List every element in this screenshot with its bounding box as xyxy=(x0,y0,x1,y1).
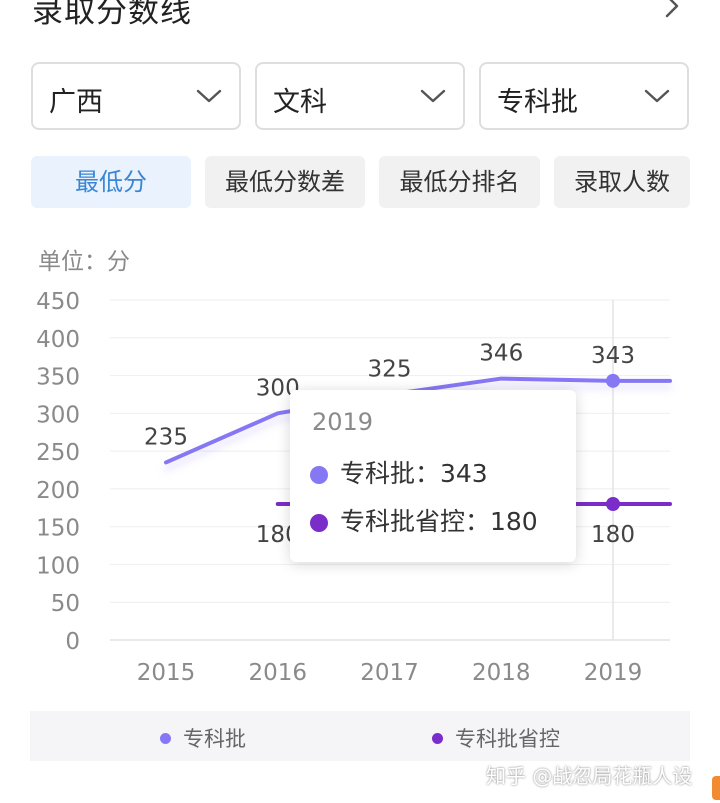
page-title: 录取分数线 xyxy=(32,0,192,30)
y-tick-label: 300 xyxy=(36,402,80,428)
province-select-label: 广西 xyxy=(49,87,103,118)
header: 录取分数线 xyxy=(0,0,720,36)
x-tick-label: 2017 xyxy=(360,660,419,686)
y-tick-label: 200 xyxy=(36,478,80,504)
x-tick-label: 2018 xyxy=(472,660,531,686)
floating-edge-tab[interactable] xyxy=(712,776,720,800)
tooltip-title: 2019 xyxy=(312,408,374,436)
unit-label: 单位：分 xyxy=(38,249,130,275)
y-tick-label: 0 xyxy=(65,629,80,655)
y-tick-label: 50 xyxy=(51,591,80,617)
tab-min-score-diff[interactable]: 最低分数差 xyxy=(205,156,365,208)
data-label: 343 xyxy=(591,343,635,369)
tooltip-row-label: 专科批省控：180 xyxy=(340,507,538,536)
data-point-marker xyxy=(606,497,620,511)
series-dot-icon xyxy=(310,466,328,484)
chart-legend: 专科批 专科批省控 xyxy=(30,711,690,761)
tab-min-score-rank[interactable]: 最低分排名 xyxy=(379,156,540,208)
x-tick-label: 2016 xyxy=(248,660,307,686)
chart-tooltip: 2019 专科批：343 专科批省控：180 xyxy=(290,390,576,562)
x-tick-label: 2015 xyxy=(137,660,196,686)
chevron-down-icon xyxy=(420,89,446,103)
tooltip-row: 专科批：343 xyxy=(310,454,488,490)
x-tick-label: 2019 xyxy=(584,660,643,686)
data-label: 235 xyxy=(144,424,188,450)
y-tick-label: 450 xyxy=(36,289,80,315)
legend-item-series1[interactable]: 专科批 xyxy=(160,723,246,753)
batch-select-label: 专科批 xyxy=(497,87,578,118)
chevron-down-icon xyxy=(644,89,670,103)
y-tick-label: 150 xyxy=(36,516,80,542)
watermark: 知乎 @战忽局花瓶人设 xyxy=(486,764,693,788)
y-tick-label: 400 xyxy=(36,327,80,353)
legend-item-series2[interactable]: 专科批省控 xyxy=(432,723,560,753)
chevron-down-icon xyxy=(196,89,222,103)
tab-admission-count[interactable]: 录取人数 xyxy=(554,156,690,208)
data-point-marker xyxy=(606,373,620,388)
y-tick-label: 350 xyxy=(36,365,80,391)
y-tick-label: 100 xyxy=(36,553,80,579)
legend-label: 专科批 xyxy=(183,727,246,751)
subject-select-label: 文科 xyxy=(273,87,327,118)
tooltip-row: 专科批省控：180 xyxy=(310,502,538,538)
batch-select[interactable]: 专科批 xyxy=(479,62,689,130)
province-select[interactable]: 广西 xyxy=(31,62,241,130)
data-label: 325 xyxy=(368,356,412,382)
legend-label: 专科批省控 xyxy=(455,727,560,751)
y-tick-label: 250 xyxy=(36,440,80,466)
series-dot-icon xyxy=(310,514,328,532)
data-label: 180 xyxy=(591,522,635,548)
tab-min-score[interactable]: 最低分 xyxy=(31,156,191,208)
chevron-right-icon[interactable] xyxy=(658,0,686,20)
data-label: 346 xyxy=(479,341,523,367)
legend-dot-icon xyxy=(432,733,443,744)
tooltip-row-label: 专科批：343 xyxy=(340,459,488,488)
legend-dot-icon xyxy=(160,733,171,744)
series-line xyxy=(164,376,672,465)
subject-select[interactable]: 文科 xyxy=(255,62,465,130)
